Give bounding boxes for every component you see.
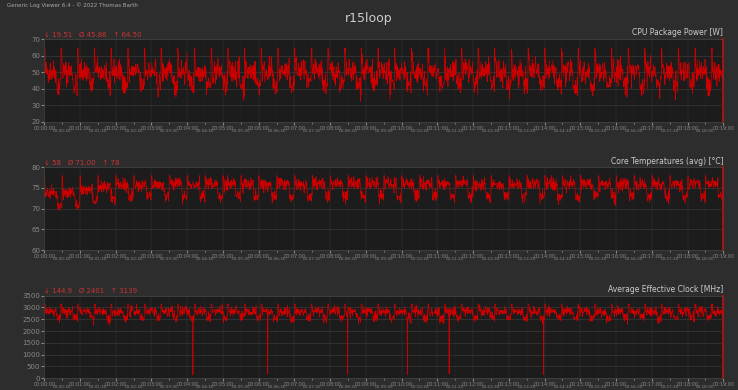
Text: r15loop: r15loop xyxy=(345,12,393,25)
Text: Average Effective Clock [MHz]: Average Effective Clock [MHz] xyxy=(608,285,723,294)
Text: ↓ 19.51   Ø 45.86   ↑ 64.50: ↓ 19.51 Ø 45.86 ↑ 64.50 xyxy=(44,31,142,37)
Text: ↓ 58   Ø 71.00   ↑ 78: ↓ 58 Ø 71.00 ↑ 78 xyxy=(44,160,120,166)
Text: Core Temperatures (avg) [°C]: Core Temperatures (avg) [°C] xyxy=(610,157,723,166)
Text: Generic Log Viewer 6.4 - © 2022 Thomas Barth: Generic Log Viewer 6.4 - © 2022 Thomas B… xyxy=(7,2,138,7)
Text: ↓ 144.9   Ø 2401   ↑ 3139: ↓ 144.9 Ø 2401 ↑ 3139 xyxy=(44,288,137,294)
Text: CPU Package Power [W]: CPU Package Power [W] xyxy=(632,28,723,37)
